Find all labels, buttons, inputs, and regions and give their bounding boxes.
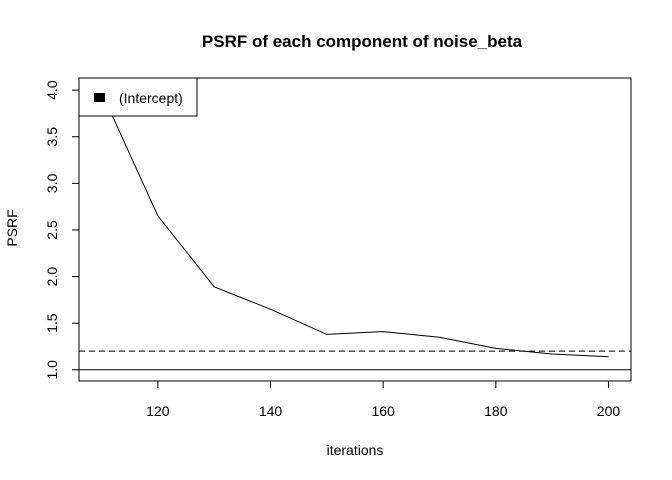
x-tick-label: 120 bbox=[146, 403, 170, 419]
series-layer bbox=[101, 91, 609, 358]
x-tick-label: 140 bbox=[259, 403, 283, 419]
x-axis-label: iterations bbox=[327, 442, 384, 458]
y-tick-label: 2.0 bbox=[44, 267, 60, 287]
reference-lines bbox=[79, 350, 631, 371]
legend-swatch-intercept bbox=[94, 93, 105, 102]
y-axis: 1.0 1.5 2.0 2.5 3.0 3.5 4.0 bbox=[44, 80, 80, 380]
y-axis-label: PSRF bbox=[4, 209, 20, 246]
legend: (Intercept) bbox=[78, 77, 198, 117]
y-tick-label: 2.5 bbox=[44, 220, 60, 240]
y-tick-label: 4.0 bbox=[44, 80, 60, 100]
x-tick-label: 200 bbox=[597, 403, 621, 419]
legend-label-intercept: (Intercept) bbox=[119, 90, 183, 106]
series-line-intercept bbox=[101, 91, 609, 358]
y-tick-label: 3.0 bbox=[44, 173, 60, 193]
x-tick-label: 160 bbox=[371, 403, 395, 419]
y-tick-label: 1.5 bbox=[44, 313, 60, 333]
y-tick-label: 3.5 bbox=[44, 127, 60, 147]
x-tick-label: 180 bbox=[484, 403, 508, 419]
y-tick-label: 1.0 bbox=[44, 360, 60, 380]
chart-title: PSRF of each component of noise_beta bbox=[202, 32, 523, 51]
plot-frame bbox=[78, 77, 632, 382]
x-axis: 120 140 160 180 200 bbox=[146, 380, 621, 419]
